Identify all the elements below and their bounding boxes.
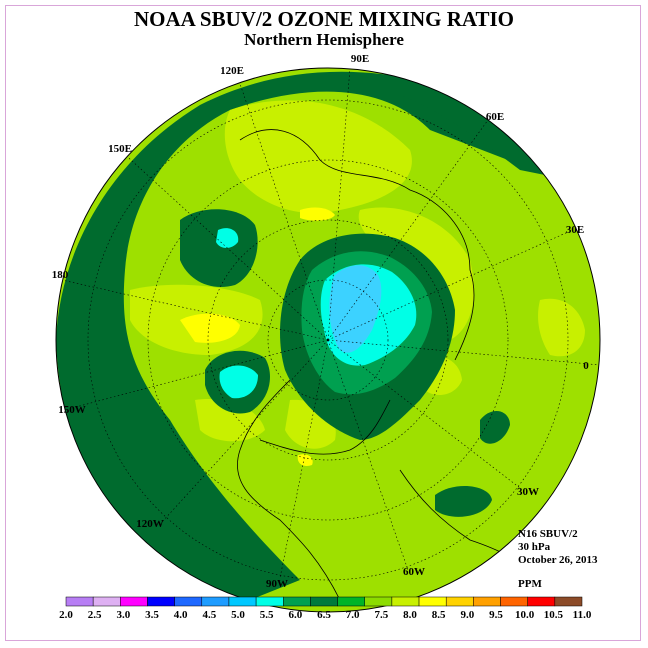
graticule	[61, 68, 600, 581]
lon-label-120e: 120E	[220, 65, 244, 77]
colorbar-tick-label: 3.5	[145, 609, 159, 621]
colorbar-tick-label: 11.0	[573, 609, 592, 621]
colorbar-tick-label: 8.0	[403, 609, 417, 621]
colorbar-swatch	[283, 596, 311, 607]
map-border	[55, 67, 601, 613]
colorbar-swatch	[391, 596, 420, 607]
ozone-field	[56, 68, 600, 612]
lon-label-150w: 150W	[58, 404, 86, 416]
dark-green-band-west	[56, 71, 560, 612]
colorbar-swatch	[174, 596, 203, 607]
colorbar-tick-label: 2.0	[59, 609, 73, 621]
lon-label-30w: 30W	[517, 486, 539, 498]
colorbar-tick-label: 4.5	[202, 609, 216, 621]
lon-label-180: 180	[52, 269, 69, 281]
colorbar-swatch	[473, 596, 501, 607]
polar-vortex-core	[329, 265, 382, 353]
secondary-low-cyan	[219, 365, 258, 399]
colorbar-swatch	[255, 596, 284, 607]
colorbar-tick-label: 8.5	[432, 609, 446, 621]
colorbar-tick-label: 2.5	[88, 609, 102, 621]
colorbar-swatch	[310, 596, 338, 607]
colorbar-swatch	[65, 596, 94, 607]
colorbar-swatch	[445, 596, 474, 607]
map-title: NOAA SBUV/2 OZONE MIXING RATIO	[134, 7, 514, 31]
colorbar-tick-label: 7.0	[346, 609, 360, 621]
colorbar-swatch	[147, 596, 175, 607]
lon-label-30e: 30E	[566, 224, 584, 236]
units-label: PPM	[518, 578, 542, 590]
colorbar-swatch	[527, 596, 556, 607]
asia-low-dark	[180, 209, 258, 288]
yellow-patch-south	[297, 454, 313, 466]
colorbar-tick-label: 9.0	[460, 609, 474, 621]
colorbar-swatch	[554, 596, 583, 607]
yellow-patch-north	[300, 207, 335, 221]
colorbar-swatch	[201, 596, 230, 607]
colorbar-swatch	[337, 596, 365, 607]
longitude-labels: 90E 60E 30E 0 30W 60W 90W 120W 150W 180 …	[52, 53, 590, 590]
lon-label-90e: 90E	[351, 53, 369, 65]
lon-label-0: 0	[583, 360, 589, 372]
colorbar-swatch	[228, 596, 257, 607]
colorbar-tick-label: 4.0	[174, 609, 188, 621]
colorbar-tick-label: 6.5	[317, 609, 331, 621]
map-subtitle: Northern Hemisphere	[244, 30, 404, 49]
colorbar-swatch	[364, 596, 393, 607]
colorbar-tick-label: 10.5	[544, 609, 564, 621]
colorbar-tick-label: 10.0	[515, 609, 535, 621]
lon-label-60w: 60W	[403, 566, 425, 578]
level-label: 30 hPa	[518, 541, 551, 553]
colorbar: 2.0 2.5 3.0 3.5 4.0 4.5 5.0 5.5 6.0 6.5 7.0 7.5 8.0 8…	[59, 596, 592, 621]
lon-label-120w: 120W	[136, 518, 164, 530]
colorbar-tick-label: 5.0	[231, 609, 245, 621]
lon-label-60e: 60E	[486, 111, 504, 123]
colorbar-tick-label: 7.5	[374, 609, 388, 621]
east-blob	[480, 410, 510, 444]
colorbar-tick-label: 5.5	[260, 609, 274, 621]
instrument-label: N16 SBUV/2	[518, 528, 578, 540]
yellow-patch-west	[180, 313, 240, 343]
lon-label-90w: 90W	[266, 578, 288, 590]
colorbar-tick-label: 6.0	[288, 609, 302, 621]
colorbar-swatch	[120, 596, 148, 607]
page-border	[5, 5, 641, 641]
colorbar-swatch	[92, 596, 121, 607]
colorbar-tick-label: 9.5	[489, 609, 503, 621]
yellow-green-patch-far-east	[538, 298, 585, 357]
colorbar-swatch	[500, 596, 528, 607]
southeast-blob	[435, 485, 492, 517]
colorbar-tick-label: 3.0	[116, 609, 130, 621]
asia-low-cyan	[216, 228, 239, 248]
lon-label-150e: 150E	[108, 143, 132, 155]
colorbar-swatch	[418, 596, 447, 607]
yellow-green-patch-north	[224, 100, 412, 214]
date-label: October 26, 2013	[518, 554, 598, 566]
